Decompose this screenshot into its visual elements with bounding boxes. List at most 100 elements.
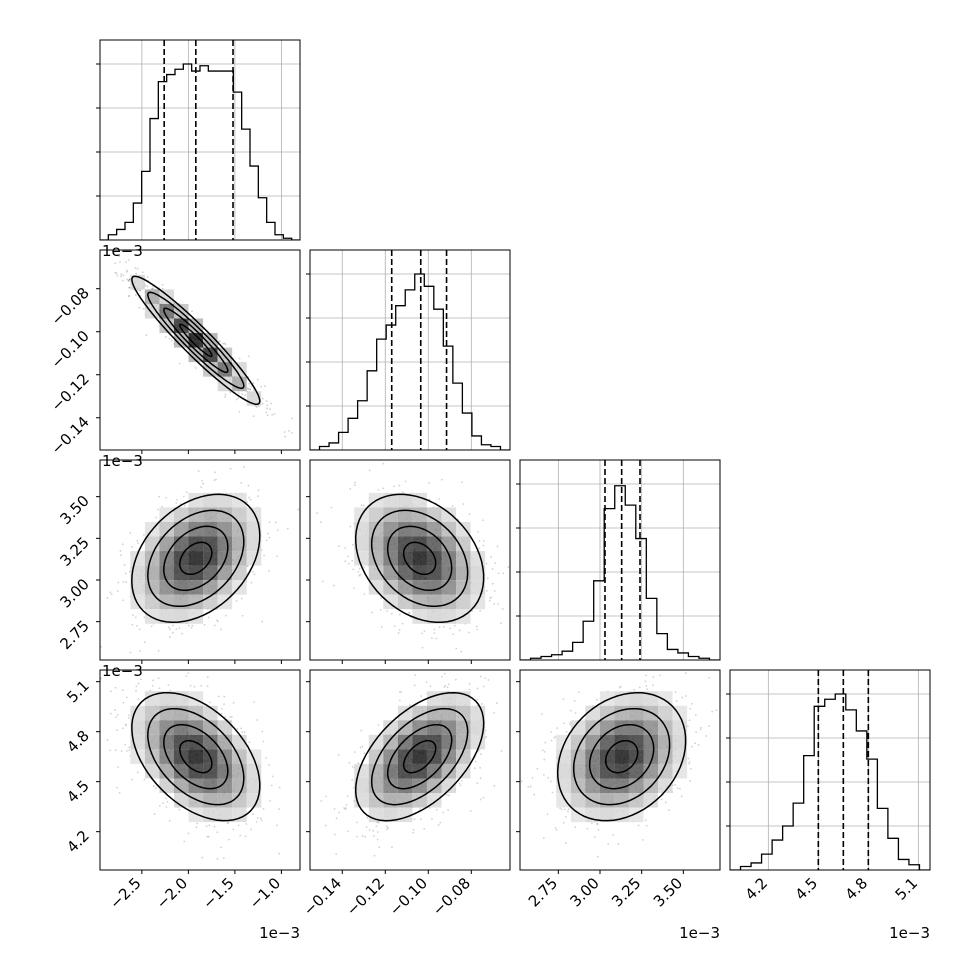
density-cell [456,565,471,581]
scatter-point [377,723,380,726]
scatter-point [297,508,300,511]
contour-line [131,275,261,406]
scatter-point [269,800,271,802]
scatter-point [351,765,354,768]
panel-3-2 [516,669,721,874]
scatter-point [200,486,203,488]
scatter-point [116,786,118,789]
scatter-point [99,665,101,667]
scatter-point [476,628,479,631]
density-blocks [354,691,486,823]
scatter-point [169,689,172,692]
scatter-point [360,504,363,507]
scatter-point [445,793,448,796]
density-cell [188,551,204,566]
scatter-point [241,614,244,617]
scatter-point [320,800,323,802]
scatter-point [125,270,128,273]
scatter-point [167,626,170,629]
scatter-point [413,684,416,687]
density-cell [368,763,384,779]
scatter-point [468,688,471,691]
density-cell [159,778,174,794]
scatter-point [256,378,259,381]
scatter-point [230,715,233,718]
scatter-point [382,487,385,490]
scatter-point [216,831,219,834]
density-cell [441,507,457,522]
density-cell [232,749,247,764]
density-cell [383,565,398,581]
density-cell [368,778,384,794]
scatter-point [257,817,259,819]
density-cell [397,720,413,735]
density-cell [144,551,160,566]
scatter-point [161,505,163,508]
contour-line [386,723,453,790]
scatter-point [139,289,142,292]
scatter-point [412,831,415,834]
scatter-point [493,590,496,592]
density-cell [412,705,427,721]
scatter-point [248,877,250,879]
scatter-point [536,767,539,770]
scatter-point [482,685,485,688]
panel-2-2 [516,459,721,661]
scatter-point [398,699,401,702]
scatter-point [391,846,393,849]
scatter-point [377,821,380,824]
scatter-point [334,833,336,836]
density-cell [456,580,471,595]
scatter-point [121,279,124,282]
scatter-point [398,690,401,693]
scatter-point [241,731,244,733]
scatter-point [325,795,327,798]
scatter-point [482,544,485,547]
scatter-point [115,254,118,257]
scatter-point [228,838,230,841]
scatter-point [166,657,168,659]
scatter-point [249,388,251,391]
scatter-point [220,628,222,631]
scatter-point [243,731,246,733]
scatter-point [278,808,281,811]
density-blocks [130,492,262,624]
scatter-point [348,761,351,764]
scatter-point [235,398,238,401]
scatter-point [135,689,137,692]
scatter-point [460,650,463,653]
scatter-point [134,616,137,619]
scatter-point [344,560,347,563]
scatter-point [244,394,247,397]
scatter-point [430,637,433,640]
density-cell [188,807,204,823]
density-cell [456,749,471,764]
scatter-point [263,385,266,388]
panel-frame [99,459,301,661]
scatter-point [222,857,225,859]
density-cell [159,763,174,779]
scatter-point [229,716,231,719]
contour-line [163,525,229,592]
scatter-point [266,414,269,417]
scatter-point [387,826,389,829]
scatter-point [535,526,537,528]
density-cell [217,734,233,750]
scatter-point [223,703,225,706]
scatter-point [224,393,227,396]
scatter-point [476,687,479,690]
density-cell [217,551,233,566]
density-cell [188,580,204,595]
scatter-point [224,343,227,346]
panel-1-1 [306,249,511,451]
density-cell [203,521,218,537]
density-cell [130,594,145,610]
scatter-point [284,435,287,438]
density-cell [470,551,486,566]
scatter-point [353,587,355,590]
scatter-point [255,406,258,408]
scatter-point [187,672,190,675]
scatter-point [423,630,426,633]
scatter-point [471,610,474,613]
histogram-step [310,273,510,450]
